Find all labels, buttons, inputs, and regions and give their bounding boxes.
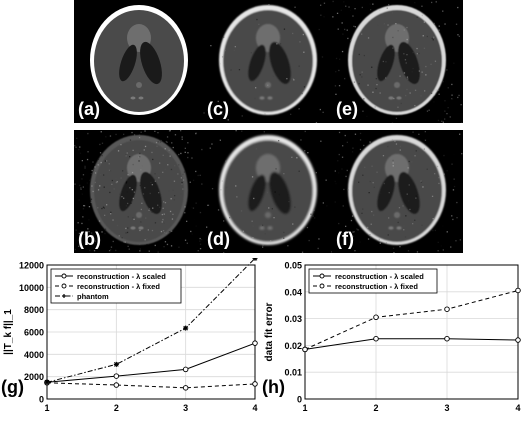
small-dot xyxy=(389,227,394,230)
y-tick-label: 12000 xyxy=(19,261,44,271)
y-tick-label: 0.04 xyxy=(284,287,302,297)
panel-a: (a) xyxy=(74,0,205,123)
y-tick-label: 0.05 xyxy=(284,261,302,271)
data-point xyxy=(516,338,521,343)
small-dot xyxy=(260,227,265,230)
y-tick-label: 0 xyxy=(297,395,302,405)
small-dot xyxy=(268,227,273,230)
x-tick-label: 3 xyxy=(183,403,188,413)
small-dot xyxy=(389,97,394,100)
small-dot xyxy=(136,82,142,88)
series-line xyxy=(47,383,255,388)
small-dot xyxy=(268,97,273,100)
small-dot xyxy=(394,82,400,88)
legend-entry: reconstruction - λ fixed xyxy=(335,282,418,291)
small-dot xyxy=(265,212,271,218)
panel-label: (c) xyxy=(207,99,229,120)
data-point xyxy=(303,347,308,352)
panel-c: (c) xyxy=(203,0,334,123)
small-dot xyxy=(131,97,136,100)
data-point xyxy=(445,336,450,341)
data-point xyxy=(253,382,258,387)
small-dot xyxy=(394,212,400,218)
small-dot xyxy=(139,97,144,100)
small-dot xyxy=(397,227,402,230)
chart-g: 0200040006000800010000120001234order, k|… xyxy=(0,258,262,417)
x-tick-label: 1 xyxy=(44,403,49,413)
small-dot xyxy=(131,227,136,230)
x-tick-label: 4 xyxy=(515,403,520,413)
legend-marker xyxy=(320,274,324,278)
data-point xyxy=(183,326,188,331)
data-point xyxy=(374,336,379,341)
y-axis-label: data fit error xyxy=(264,302,275,361)
panel-label: (e) xyxy=(336,99,358,120)
legend-marker xyxy=(62,284,66,288)
panel-b: (b) xyxy=(74,130,205,253)
series-line xyxy=(305,339,518,350)
data-point xyxy=(253,258,258,261)
plot-h: 00.010.020.030.040.051234order, kdata fi… xyxy=(262,258,524,417)
x-tick-label: 4 xyxy=(252,403,257,413)
legend-marker xyxy=(320,284,324,288)
panel-label: (b) xyxy=(78,229,101,250)
y-tick-label: 4000 xyxy=(24,350,44,360)
data-point xyxy=(374,315,379,320)
plot-g: 0200040006000800010000120001234order, k|… xyxy=(0,258,262,417)
data-point xyxy=(253,341,258,346)
panel-e: (e) xyxy=(332,0,463,123)
y-tick-label: 6000 xyxy=(24,328,44,338)
data-point xyxy=(183,386,188,391)
legend-entry: phantom xyxy=(77,292,109,301)
x-tick-label: 2 xyxy=(373,403,378,413)
y-tick-label: 0.02 xyxy=(284,341,302,351)
x-tick-label: 1 xyxy=(302,403,307,413)
x-tick-label: 3 xyxy=(444,403,449,413)
y-tick-label: 10000 xyxy=(19,283,44,293)
panel-label: (f) xyxy=(336,229,354,250)
x-tick-label: 2 xyxy=(114,403,119,413)
data-point xyxy=(114,362,119,367)
data-point xyxy=(114,383,119,388)
data-point xyxy=(114,374,119,379)
panel-d: (d) xyxy=(203,130,334,253)
panel-label: (a) xyxy=(78,99,100,120)
plot-label-g: (g) xyxy=(1,377,24,398)
data-point xyxy=(445,307,450,312)
chart-h: 00.010.020.030.040.051234order, kdata fi… xyxy=(262,258,524,417)
y-tick-label: 0.01 xyxy=(284,368,302,378)
legend-entry: reconstruction - λ scaled xyxy=(335,272,424,281)
series-line xyxy=(305,291,518,350)
legend-entry: reconstruction - λ scaled xyxy=(77,272,166,281)
data-point xyxy=(516,288,521,293)
small-dot xyxy=(397,97,402,100)
small-dot xyxy=(260,97,265,100)
legend-marker xyxy=(62,274,66,278)
data-point xyxy=(183,367,188,372)
y-tick-label: 2000 xyxy=(24,372,44,382)
small-dot xyxy=(136,212,142,218)
legend-entry: reconstruction - λ fixed xyxy=(77,282,160,291)
panel-f: (f) xyxy=(332,130,463,253)
small-dot xyxy=(139,227,144,230)
panel-label: (d) xyxy=(207,229,230,250)
y-tick-label: 0 xyxy=(39,395,44,405)
data-point xyxy=(45,380,50,385)
y-tick-label: 8000 xyxy=(24,305,44,315)
y-axis-label: ||T_k f||_1 xyxy=(3,309,14,355)
plot-label-h: (h) xyxy=(262,377,285,398)
y-tick-label: 0.03 xyxy=(284,314,302,324)
